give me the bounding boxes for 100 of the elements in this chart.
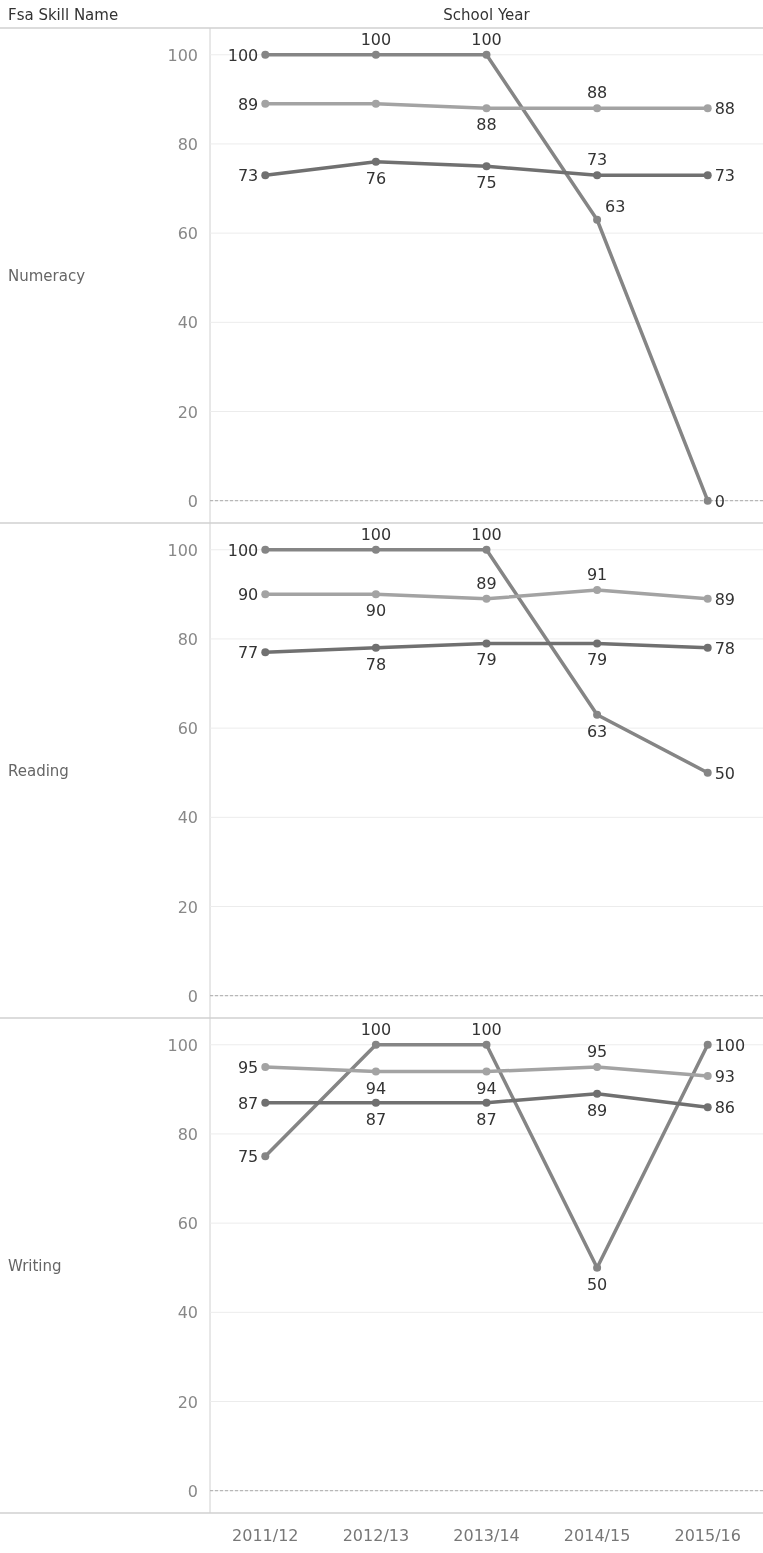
point <box>371 590 380 599</box>
y-axis-title: Reading <box>8 761 69 780</box>
data-label: 100 <box>471 29 502 49</box>
point <box>593 1263 602 1272</box>
data-label: 76 <box>365 168 387 188</box>
point <box>482 104 491 113</box>
data-label: 94 <box>365 1078 387 1098</box>
point <box>593 710 602 719</box>
y-tick-label: 20 <box>177 897 198 917</box>
point <box>371 1040 380 1049</box>
point <box>703 768 712 777</box>
data-label: 100 <box>360 524 392 544</box>
point <box>482 162 491 171</box>
x-tick-label: 2012/13 <box>342 1526 410 1545</box>
y-tick-label: 80 <box>177 134 198 154</box>
data-label: 63 <box>586 721 608 741</box>
point <box>593 639 602 648</box>
data-label: 78 <box>714 638 736 658</box>
data-label: 87 <box>237 1093 259 1113</box>
point <box>261 171 270 180</box>
point <box>703 171 712 180</box>
point <box>593 215 602 224</box>
point <box>261 50 270 59</box>
data-label: 90 <box>365 601 387 621</box>
point <box>261 1063 270 1072</box>
data-label: 89 <box>476 573 497 593</box>
y-tick-label: 80 <box>177 629 198 649</box>
data-label: 100 <box>360 1019 392 1039</box>
point <box>371 643 380 652</box>
x-tick-label: 2014/15 <box>563 1526 631 1545</box>
data-label: 50 <box>714 763 736 783</box>
data-label: 89 <box>586 1100 608 1120</box>
y-tick-label: 60 <box>177 224 198 244</box>
data-label: 93 <box>714 1066 736 1086</box>
point <box>593 104 602 113</box>
data-label: 86 <box>714 1098 736 1118</box>
y-axis-title: Numeracy <box>8 266 86 285</box>
data-label: 100 <box>360 29 392 49</box>
data-label: 73 <box>714 166 736 186</box>
point <box>703 496 712 505</box>
point <box>261 1152 270 1161</box>
x-tick-label: 2015/16 <box>674 1526 741 1545</box>
y-tick-label: 40 <box>177 313 198 333</box>
data-label: 88 <box>476 115 497 135</box>
point <box>703 643 712 652</box>
y-tick-label: 40 <box>177 808 198 828</box>
data-label: 63 <box>605 196 626 216</box>
y-tick-label: 20 <box>177 402 198 422</box>
point <box>371 157 380 166</box>
y-tick-label: 60 <box>177 1214 198 1234</box>
data-label: 77 <box>237 643 259 663</box>
point <box>371 1098 380 1107</box>
point <box>703 1103 712 1112</box>
point <box>371 545 380 554</box>
y-tick-label: 100 <box>167 45 198 65</box>
point <box>703 104 712 113</box>
point <box>261 99 270 108</box>
data-label: 75 <box>237 1147 259 1167</box>
point <box>371 99 380 108</box>
point <box>593 585 602 594</box>
y-tick-label: 100 <box>167 1035 198 1055</box>
data-label: 88 <box>714 99 736 119</box>
point <box>593 171 602 180</box>
y-tick-label: 0 <box>187 1481 198 1501</box>
data-label: 89 <box>714 589 736 609</box>
y-tick-label: 20 <box>177 1392 198 1412</box>
y-tick-label: 0 <box>187 491 198 511</box>
x-tick-label: 2013/14 <box>453 1526 520 1545</box>
data-label: 95 <box>237 1058 259 1078</box>
data-label: 78 <box>365 654 387 674</box>
data-label: 90 <box>237 585 259 605</box>
point <box>261 648 270 657</box>
point <box>482 639 491 648</box>
point <box>703 1071 712 1080</box>
point <box>593 1089 602 1098</box>
point <box>371 50 380 59</box>
data-label: 73 <box>237 166 259 186</box>
y-tick-label: 100 <box>167 540 198 560</box>
data-label: 73 <box>586 150 608 170</box>
y-tick-label: 60 <box>177 719 198 739</box>
point <box>371 1067 380 1076</box>
data-label: 100 <box>471 1019 502 1039</box>
data-label: 89 <box>237 94 259 114</box>
data-label: 100 <box>714 1035 746 1055</box>
point <box>482 1040 491 1049</box>
data-label: 87 <box>365 1109 387 1129</box>
point <box>482 50 491 59</box>
data-label: 100 <box>227 540 259 560</box>
y-axis-title: Writing <box>8 1256 62 1275</box>
data-label: 0 <box>714 491 725 511</box>
x-tick-label: 2011/12 <box>232 1526 299 1545</box>
point <box>703 1040 712 1049</box>
x-axis-title: School Year <box>443 6 531 24</box>
data-label: 100 <box>471 524 502 544</box>
point <box>261 545 270 554</box>
point <box>482 545 491 554</box>
point <box>593 1063 602 1072</box>
data-label: 87 <box>476 1109 497 1129</box>
y-tick-label: 0 <box>187 986 198 1006</box>
data-label: 100 <box>227 45 259 65</box>
